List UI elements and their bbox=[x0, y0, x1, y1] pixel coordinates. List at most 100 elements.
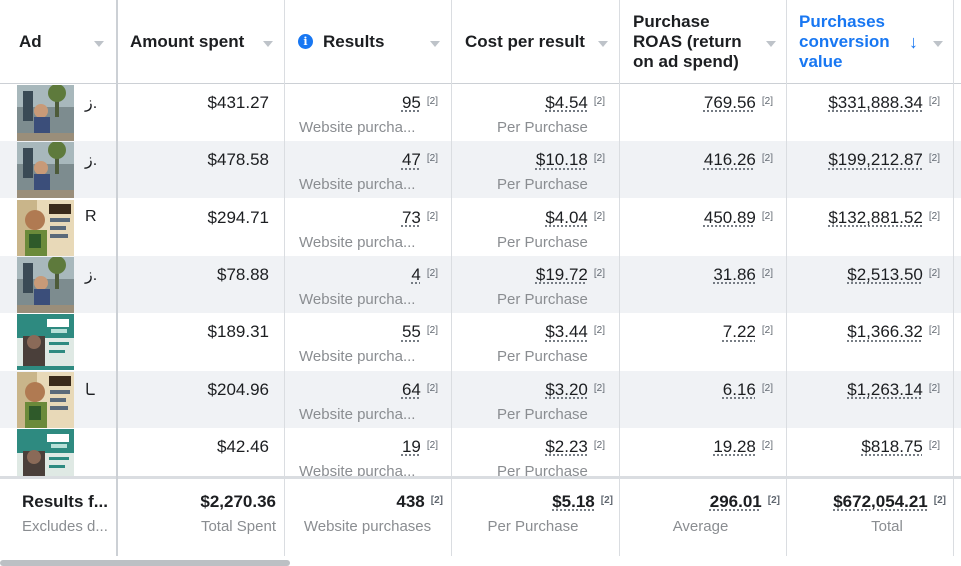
footnote-marker[interactable]: [2] bbox=[761, 210, 773, 222]
roas-cell: 31.86 [2] bbox=[621, 265, 773, 285]
results-cell: 64 [2] Website purcha... bbox=[286, 380, 438, 423]
footnote-marker[interactable]: [2] bbox=[426, 96, 438, 107]
totals-cpr-cell: $5.18 [2] Per Purchase bbox=[453, 492, 613, 535]
footnote-marker[interactable]: [2] bbox=[928, 325, 940, 337]
roas-cell: 7.22 [2] bbox=[621, 322, 773, 342]
ad-thumbnail[interactable] bbox=[17, 371, 74, 428]
column-divider bbox=[284, 0, 285, 556]
amount-spent-cell: $478.58 bbox=[130, 150, 269, 170]
footnote-marker[interactable]: [2] bbox=[593, 382, 605, 394]
column-header-results[interactable]: i Results bbox=[298, 0, 448, 83]
amount-spent-value: $42.46 bbox=[217, 436, 269, 456]
footnote-marker[interactable]: [2] bbox=[928, 382, 940, 394]
table-row[interactable]: $42.46 19 [2] Website purcha... $2.23 [2] Per … bbox=[0, 428, 961, 485]
footnote-marker[interactable]: [2] bbox=[933, 495, 946, 506]
ad-thumbnail[interactable] bbox=[17, 256, 74, 313]
amount-spent-value: $204.96 bbox=[207, 379, 269, 399]
footnote-marker[interactable]: [2] bbox=[928, 96, 940, 107]
sort-down-arrow-icon[interactable]: ↓ bbox=[909, 32, 918, 52]
conversion-value-value: $818.75 bbox=[861, 436, 923, 456]
footnote-marker[interactable]: [2] bbox=[426, 210, 438, 222]
footnote-marker[interactable]: [2] bbox=[593, 325, 605, 337]
footnote-marker[interactable]: [2] bbox=[593, 210, 605, 222]
footnote-marker[interactable]: [2] bbox=[767, 495, 780, 506]
cost-per-result-sub: Per Purchase bbox=[497, 348, 588, 366]
horizontal-scrollbar-track[interactable] bbox=[0, 560, 961, 566]
column-header-cost-per-result[interactable]: Cost per result bbox=[465, 0, 615, 83]
column-header-conversion-value[interactable]: Purchases conversion value ↓ bbox=[799, 0, 949, 83]
footnote-marker[interactable]: [2] bbox=[593, 153, 605, 165]
amount-spent-cell: $42.46 bbox=[130, 437, 269, 457]
results-value: 95 bbox=[401, 93, 421, 112]
totals-value-sub: Total bbox=[871, 518, 903, 535]
results-sub: Website purcha... bbox=[299, 348, 416, 366]
chevron-down-icon[interactable] bbox=[933, 41, 943, 47]
footnote-marker[interactable]: [2] bbox=[928, 439, 940, 451]
ad-thumbnail[interactable] bbox=[17, 199, 74, 256]
conversion-value-cell: $1,366.32 [2] bbox=[788, 322, 940, 342]
conversion-value-cell: $818.75 [2] bbox=[788, 437, 940, 457]
ad-name[interactable]: ز. bbox=[85, 95, 98, 112]
footnote-marker[interactable]: [2] bbox=[761, 325, 773, 337]
totals-results-value: 438 bbox=[396, 492, 425, 511]
chevron-down-icon[interactable] bbox=[430, 41, 440, 47]
chevron-down-icon[interactable] bbox=[94, 41, 104, 47]
totals-label[interactable]: Results f... bbox=[22, 492, 108, 511]
footnote-marker[interactable]: [2] bbox=[761, 267, 773, 279]
table-row[interactable]: ز. $78.88 4 [2] Website purcha... $19.72 [2] Pe… bbox=[0, 255, 961, 313]
footnote-marker[interactable]: [2] bbox=[600, 495, 613, 506]
ad-thumbnail[interactable] bbox=[17, 428, 74, 485]
table-row[interactable]: ز. $478.58 47 [2] Website purcha... $10.18 [2]… bbox=[0, 141, 961, 199]
roas-value: 19.28 bbox=[713, 436, 756, 456]
chevron-down-icon[interactable] bbox=[766, 41, 776, 47]
footnote-marker[interactable]: [2] bbox=[593, 439, 605, 451]
column-header-amount-spent[interactable]: Amount spent bbox=[130, 0, 280, 83]
roas-value: 6.16 bbox=[722, 379, 756, 399]
footnote-marker[interactable]: [2] bbox=[430, 495, 443, 506]
amount-spent-cell: $204.96 bbox=[130, 380, 269, 400]
ad-name[interactable]: R bbox=[85, 207, 97, 225]
ad-name[interactable]: ز. bbox=[85, 152, 98, 170]
column-header-ad[interactable]: Ad bbox=[19, 0, 114, 83]
cost-per-result-sub: Per Purchase bbox=[497, 405, 588, 423]
totals-label-cell: Results f... Excludes d... bbox=[22, 492, 117, 535]
footnote-marker[interactable]: [2] bbox=[426, 382, 438, 394]
totals-label-sub: Excludes d... bbox=[22, 518, 108, 535]
table-row[interactable]: R $294.71 73 [2] Website purcha... $4.04 [2] Pe… bbox=[0, 199, 961, 256]
results-value: 73 bbox=[401, 207, 421, 227]
footnote-marker[interactable]: [2] bbox=[761, 153, 773, 165]
column-header-roas[interactable]: Purchase ROAS (return on ad spend) bbox=[633, 0, 783, 83]
info-icon[interactable]: i bbox=[298, 34, 313, 49]
cost-per-result-value: $3.44 bbox=[545, 322, 588, 342]
footnote-marker[interactable]: [2] bbox=[928, 210, 940, 222]
table-row[interactable]: $189.31 55 [2] Website purcha... $3.44 [2] Per… bbox=[0, 313, 961, 371]
footnote-marker[interactable]: [2] bbox=[761, 439, 773, 451]
table-row[interactable]: ـا $204.96 64 [2] Website purcha... $3.20 [2] P… bbox=[0, 370, 961, 428]
chevron-down-icon[interactable] bbox=[263, 41, 273, 47]
footnote-marker[interactable]: [2] bbox=[761, 382, 773, 394]
cost-per-result-cell: $2.23 [2] Per Purchase bbox=[453, 437, 605, 480]
amount-spent-cell: $294.71 bbox=[130, 208, 269, 228]
footnote-marker[interactable]: [2] bbox=[928, 153, 940, 165]
footnote-marker[interactable]: [2] bbox=[426, 153, 438, 165]
horizontal-scrollbar-thumb[interactable] bbox=[0, 560, 290, 566]
footnote-marker[interactable]: [2] bbox=[426, 267, 438, 279]
table-row[interactable]: ز. $431.27 95 [2] Website purcha... $4.54 [2] P… bbox=[0, 84, 961, 141]
results-value: 55 bbox=[401, 322, 421, 342]
conversion-value-value: $132,881.52 bbox=[828, 207, 923, 227]
footnote-marker[interactable]: [2] bbox=[593, 96, 605, 107]
footnote-marker[interactable]: [2] bbox=[928, 267, 940, 279]
footnote-marker[interactable]: [2] bbox=[426, 325, 438, 337]
footnote-marker[interactable]: [2] bbox=[426, 439, 438, 451]
ad-name[interactable]: ـا bbox=[85, 381, 95, 399]
ad-thumbnail[interactable] bbox=[17, 142, 74, 199]
footnote-marker[interactable]: [2] bbox=[761, 96, 773, 107]
chevron-down-icon[interactable] bbox=[598, 41, 608, 47]
ad-thumbnail[interactable] bbox=[17, 314, 74, 371]
ad-thumbnail[interactable] bbox=[17, 85, 74, 141]
results-value: 47 bbox=[401, 150, 421, 170]
column-header-cost-per-result-label: Cost per result bbox=[465, 31, 585, 51]
ad-name[interactable]: ز. bbox=[85, 266, 98, 284]
footnote-marker[interactable]: [2] bbox=[593, 267, 605, 279]
